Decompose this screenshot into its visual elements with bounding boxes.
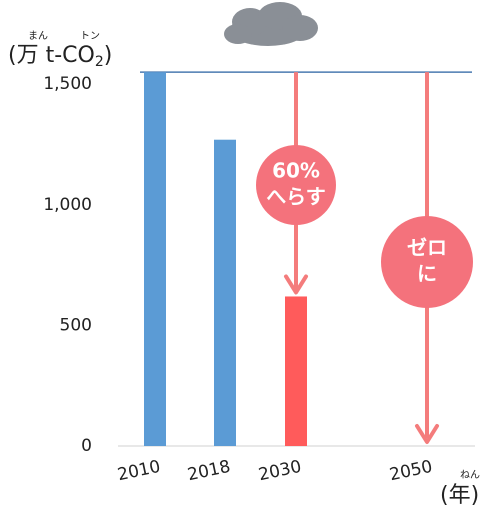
x-label-ruby: ねん — [460, 469, 480, 481]
chart: (万 t-CO2) (年) ねん まん トン 0 500 1,000 1,500 2010 2… — [0, 0, 495, 512]
annotation-text: に — [417, 262, 437, 286]
x-tick-label: 2030 — [257, 457, 303, 486]
x-tick-label: 2018 — [186, 457, 232, 486]
cloud — [224, 2, 318, 46]
annotation-text: 60% — [272, 159, 320, 183]
y-tick-label: 1,500 — [43, 74, 92, 94]
bar — [214, 140, 236, 446]
x-tick-label: 2050 — [388, 457, 434, 486]
x-tick-label: 2010 — [116, 457, 162, 486]
y-tick-label: 500 — [60, 315, 92, 335]
y-label-ruby: まん — [28, 30, 48, 42]
y-tick-label: 0 — [81, 436, 92, 456]
y-tick-label: 1,000 — [43, 195, 92, 215]
x-label: (年) — [440, 483, 479, 508]
annotation-text: ゼロ — [407, 236, 447, 260]
y-label-ruby: トン — [80, 31, 100, 42]
annotation-text: へらす — [266, 185, 326, 209]
y-label: (万 t-CO2) — [8, 43, 112, 70]
bar — [285, 296, 307, 446]
bar — [144, 72, 166, 446]
